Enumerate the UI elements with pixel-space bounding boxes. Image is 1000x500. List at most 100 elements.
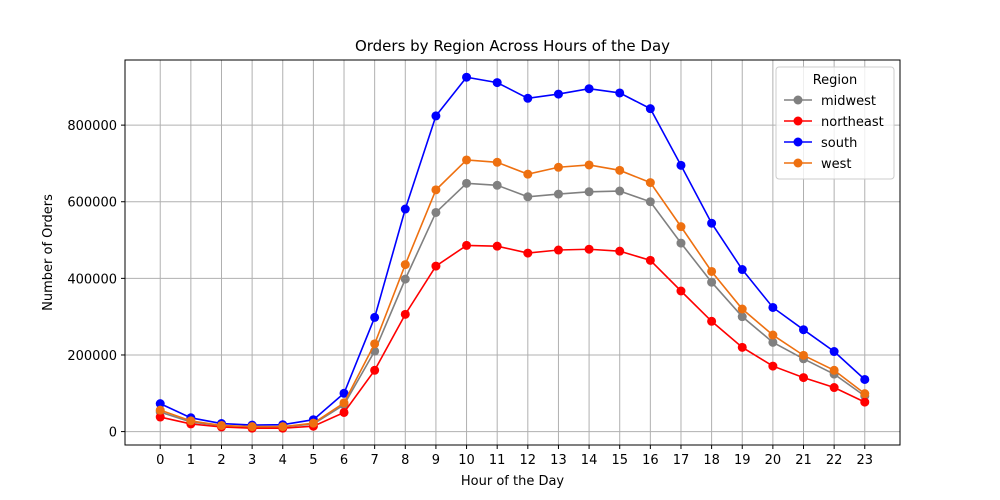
data-point-west bbox=[799, 350, 809, 360]
data-point-northeast bbox=[829, 383, 839, 393]
data-point-west bbox=[523, 169, 533, 179]
x-tick-label: 8 bbox=[401, 453, 409, 468]
x-tick-label: 21 bbox=[795, 453, 812, 468]
x-tick-label: 22 bbox=[826, 453, 843, 468]
series-layer bbox=[155, 72, 870, 433]
data-point-northeast bbox=[339, 407, 349, 417]
chart-title: Orders by Region Across Hours of the Day bbox=[355, 37, 670, 55]
data-point-south bbox=[370, 312, 380, 322]
y-axis-ticks: 0 200000 400000 600000 800000 bbox=[67, 119, 125, 441]
data-point-northeast bbox=[155, 412, 165, 422]
x-tick-label: 5 bbox=[309, 453, 317, 468]
data-point-west bbox=[186, 416, 196, 426]
data-point-south bbox=[339, 388, 349, 398]
data-point-midwest bbox=[523, 192, 533, 202]
data-point-west bbox=[645, 178, 655, 188]
data-point-south bbox=[523, 93, 533, 103]
x-tick-label: 10 bbox=[458, 453, 475, 468]
data-point-northeast bbox=[462, 240, 472, 250]
data-point-northeast bbox=[860, 397, 870, 407]
legend-label: west bbox=[821, 157, 852, 172]
data-point-midwest bbox=[553, 189, 563, 199]
x-tick-label: 16 bbox=[642, 453, 659, 468]
data-point-midwest bbox=[645, 197, 655, 207]
data-point-south bbox=[155, 399, 165, 409]
legend-label: south bbox=[821, 136, 857, 151]
series-line-south bbox=[159, 76, 866, 426]
y-axis-label: Number of Orders bbox=[41, 194, 56, 311]
data-point-midwest bbox=[676, 238, 686, 248]
data-point-northeast bbox=[370, 365, 380, 375]
data-point-west bbox=[155, 405, 165, 415]
data-point-south bbox=[707, 218, 717, 228]
data-point-midwest bbox=[737, 312, 747, 322]
data-point-south bbox=[737, 265, 747, 275]
data-point-west bbox=[584, 160, 594, 170]
plot-frame bbox=[124, 59, 901, 446]
data-point-south bbox=[676, 160, 686, 170]
data-point-west bbox=[615, 165, 625, 175]
data-point-south bbox=[462, 72, 472, 82]
data-point-south bbox=[829, 347, 839, 357]
data-point-west bbox=[339, 398, 349, 408]
data-point-south bbox=[645, 104, 655, 114]
x-axis-ticks: 0 1 2 3 4 5 6 7 8 9 10 11 12 13 14 15 16 17 18 19 20 21 22 23 bbox=[156, 445, 873, 468]
x-tick-label: 6 bbox=[340, 453, 348, 468]
series-midwest bbox=[155, 178, 870, 432]
data-point-south bbox=[860, 374, 870, 384]
x-tick-label: 0 bbox=[156, 453, 164, 468]
data-point-west bbox=[216, 420, 226, 430]
data-point-northeast bbox=[768, 361, 778, 371]
data-point-midwest bbox=[707, 277, 717, 287]
series-line-northeast bbox=[160, 244, 866, 429]
data-point-northeast bbox=[400, 309, 410, 319]
x-tick-label: 1 bbox=[187, 453, 195, 468]
data-point-south bbox=[400, 204, 410, 214]
legend-item-south: south bbox=[784, 136, 857, 151]
data-point-south bbox=[553, 89, 563, 99]
x-tick-label: 4 bbox=[279, 453, 287, 468]
data-point-northeast bbox=[431, 261, 441, 271]
data-point-midwest bbox=[584, 187, 594, 197]
x-tick-label: 19 bbox=[734, 453, 751, 468]
x-tick-label: 23 bbox=[856, 453, 873, 468]
data-point-west bbox=[370, 339, 380, 349]
data-point-west bbox=[768, 330, 778, 340]
data-point-midwest bbox=[400, 274, 410, 284]
legend-swatch-marker bbox=[793, 137, 803, 147]
data-point-west bbox=[676, 222, 686, 232]
legend-items: midwest northeast south west bbox=[784, 94, 884, 172]
data-point-midwest bbox=[431, 207, 441, 217]
x-tick-label: 7 bbox=[371, 453, 379, 468]
x-tick-label: 15 bbox=[611, 453, 628, 468]
data-point-west bbox=[492, 157, 502, 167]
data-point-south bbox=[768, 302, 778, 312]
x-tick-label: 3 bbox=[248, 453, 256, 468]
x-tick-label: 13 bbox=[550, 453, 567, 468]
data-point-west bbox=[247, 422, 257, 432]
x-tick-label: 14 bbox=[581, 453, 598, 468]
data-point-west bbox=[707, 266, 717, 276]
y-tick-label: 400000 bbox=[67, 272, 117, 287]
data-point-west bbox=[431, 185, 441, 195]
series-line-midwest bbox=[159, 182, 866, 428]
legend-item-midwest: midwest bbox=[784, 94, 876, 109]
data-point-south bbox=[584, 84, 594, 94]
series-northeast bbox=[155, 240, 870, 433]
data-point-northeast bbox=[645, 255, 655, 265]
data-point-south bbox=[615, 88, 625, 98]
data-point-west bbox=[737, 304, 747, 314]
data-point-northeast bbox=[737, 342, 747, 352]
x-tick-label: 18 bbox=[703, 453, 720, 468]
legend-label: midwest bbox=[821, 94, 876, 109]
legend: Region midwest northeast south west bbox=[775, 66, 895, 180]
y-tick-label: 0 bbox=[109, 426, 117, 441]
data-point-northeast bbox=[676, 286, 686, 296]
data-point-west bbox=[400, 260, 410, 270]
x-tick-label: 9 bbox=[432, 453, 440, 468]
data-point-south bbox=[431, 111, 441, 121]
x-tick-label: 17 bbox=[673, 453, 690, 468]
data-point-west bbox=[278, 422, 288, 432]
